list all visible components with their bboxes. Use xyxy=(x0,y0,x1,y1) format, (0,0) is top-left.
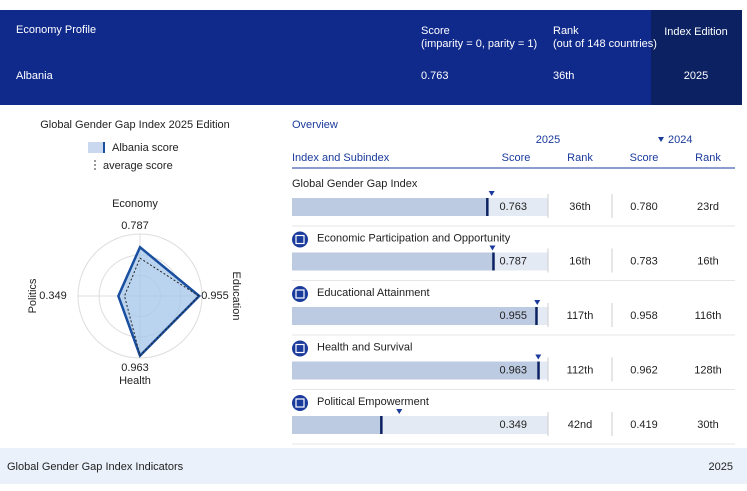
score: 0.787 xyxy=(499,255,527,267)
prev-rank: 116th xyxy=(695,310,722,322)
radar-title: Global Gender Gap Index 2025 Edition xyxy=(40,119,230,131)
prev-marker xyxy=(534,300,541,305)
prev-marker xyxy=(396,409,403,414)
prev-rank: 16th xyxy=(697,255,718,267)
row-name: Political Empowerment xyxy=(317,396,429,408)
score-bar xyxy=(292,416,382,434)
subindex-icon xyxy=(292,231,308,248)
footer-title: Global Gender Gap Index Indicators xyxy=(7,461,184,473)
prev-score: 0.780 xyxy=(630,201,658,213)
column-header: Index and Subindex xyxy=(292,152,390,164)
prev-rank: 128th xyxy=(694,364,722,376)
year-previous: 2024 xyxy=(668,134,692,146)
subindex-icon-glyph xyxy=(295,234,305,245)
prev-marker xyxy=(535,354,542,360)
footer-band xyxy=(0,448,747,484)
row-name: Economic Participation and Opportunity xyxy=(317,232,511,244)
radar-score xyxy=(117,245,202,358)
score: 0.349 xyxy=(499,419,527,431)
edition-label: Index Edition xyxy=(664,26,728,38)
subindex-icon xyxy=(292,395,308,411)
row-name: Health and Survival xyxy=(317,341,412,353)
prev-rank: 30th xyxy=(697,419,718,431)
rank-note: (out of 148 countries) xyxy=(553,38,657,50)
rank-label: Rank xyxy=(553,25,579,37)
column-header: Score xyxy=(630,152,659,164)
rank: 112th xyxy=(567,364,594,376)
subindex-icon-glyph xyxy=(295,398,305,408)
axis-value: 0.955 xyxy=(201,290,229,302)
header-band xyxy=(0,10,651,105)
prev-marker xyxy=(489,245,496,251)
column-header: Rank xyxy=(567,152,593,164)
prev-score: 0.958 xyxy=(630,310,658,322)
row-name: Educational Attainment xyxy=(317,287,430,299)
score-bar xyxy=(292,198,488,216)
score-bar xyxy=(292,252,494,271)
axis-name: Health xyxy=(119,375,151,387)
edition: 2025 xyxy=(684,70,708,82)
legend-entry: average score xyxy=(103,160,173,172)
prev-rank: 23rd xyxy=(697,201,719,213)
score-note: (imparity = 0, parity = 1) xyxy=(421,38,537,50)
axis-name: Economy xyxy=(112,198,158,210)
rank: 16th xyxy=(569,255,590,267)
prev-marker xyxy=(488,191,495,196)
year-current: 2025 xyxy=(536,134,560,146)
subindex-icon-glyph xyxy=(295,343,305,354)
score-bar xyxy=(292,307,537,325)
legend-swatch xyxy=(88,142,104,153)
column-header: Rank xyxy=(695,152,721,164)
footer-year: 2025 xyxy=(709,461,733,473)
axis-name: Education xyxy=(230,272,242,321)
prev-score: 0.419 xyxy=(630,419,658,431)
row-name: Global Gender Gap Index xyxy=(292,178,418,190)
rank: 42nd xyxy=(568,419,592,431)
subindex-icon xyxy=(292,286,308,302)
subindex-icon-glyph xyxy=(295,289,305,299)
axis-value: 0.349 xyxy=(39,290,67,302)
score: 0.963 xyxy=(499,364,527,376)
score: 0.955 xyxy=(499,310,527,322)
legend-entry: Albania score xyxy=(112,142,179,154)
prev-marker-icon xyxy=(658,137,664,142)
column-header: Score xyxy=(502,152,531,164)
header-score: 0.763 xyxy=(421,70,449,82)
axis-value: 0.787 xyxy=(121,220,149,232)
header-rank: 36th xyxy=(553,70,574,82)
axis-value: 0.963 xyxy=(121,362,149,374)
profile-label: Economy Profile xyxy=(16,24,96,36)
subindex-icon xyxy=(292,340,308,357)
prev-score: 0.783 xyxy=(630,255,658,267)
edition-band xyxy=(651,10,742,105)
score-bar xyxy=(292,361,539,380)
axis-name: Politics xyxy=(27,278,39,313)
prev-score: 0.962 xyxy=(630,364,658,376)
economy-name: Albania xyxy=(16,70,54,82)
rank: 36th xyxy=(569,201,590,213)
score: 0.763 xyxy=(499,201,527,213)
score-label: Score xyxy=(421,25,450,37)
overview-title: Overview xyxy=(292,119,338,131)
rank: 117th xyxy=(567,310,594,322)
radar-average xyxy=(123,257,200,357)
